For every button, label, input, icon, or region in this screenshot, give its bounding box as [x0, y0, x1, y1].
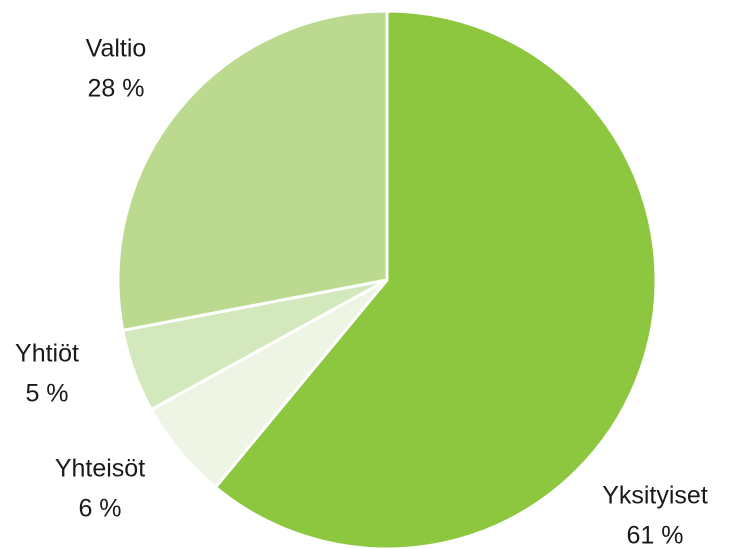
slice-value-label: 5 % — [25, 380, 68, 408]
pie-slice — [116, 9, 389, 332]
slice-value-label: 6 % — [78, 495, 121, 523]
slice-label: Yksityiset — [602, 482, 708, 510]
slice-label: Yhteisöt — [55, 455, 145, 483]
slice-label: Valtio — [86, 35, 147, 63]
slice-label: Yhtiöt — [15, 340, 79, 368]
pie-slice — [214, 9, 658, 549]
slice-value-label: 61 % — [627, 522, 684, 549]
slice-value-label: 28 % — [88, 75, 145, 103]
